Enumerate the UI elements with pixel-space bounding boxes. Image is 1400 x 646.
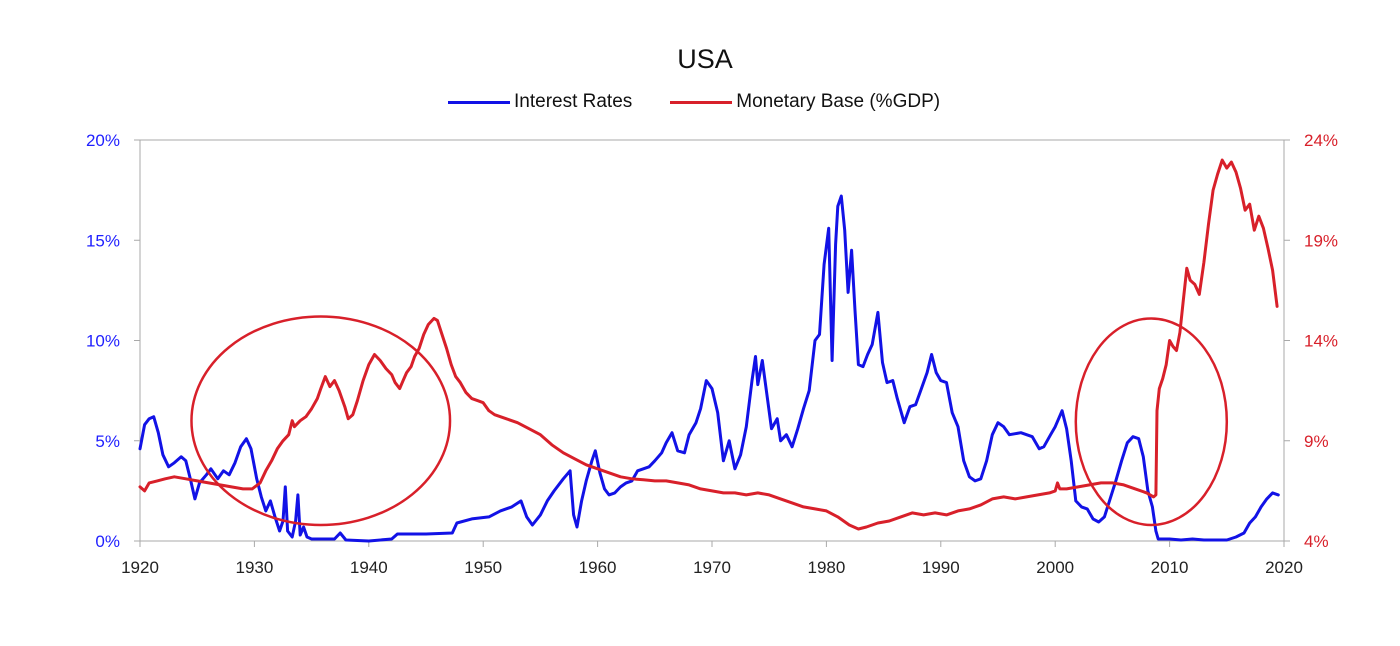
x-tick-label: 1940 (350, 558, 388, 577)
legend-item-monetary-base: Monetary Base (%GDP) (670, 91, 940, 113)
legend-swatch-interest-rates (448, 100, 510, 104)
series-line-interest-rates (138, 194, 1280, 543)
y-left-tick-label: 15% (86, 231, 120, 250)
chart-title: USA (677, 44, 733, 74)
legend-label-monetary-base: Monetary Base (%GDP) (736, 91, 941, 112)
y-right-tick-label: 19% (1304, 231, 1338, 250)
x-tick-label: 1920 (121, 558, 159, 577)
y-right-tick-label: 9% (1304, 432, 1329, 451)
x-tick-label: 1960 (579, 558, 617, 577)
y-left-tick-label: 0% (95, 532, 120, 551)
series-line-monetary-base (138, 158, 1279, 531)
annotation-ellipse-1 (190, 315, 452, 527)
legend-item-interest-rates: Interest Rates (448, 91, 632, 113)
x-tick-label: 2010 (1151, 558, 1189, 577)
y-right-tick-label: 24% (1304, 131, 1338, 150)
y-left-tick-label: 5% (95, 432, 120, 451)
x-tick-label: 1950 (464, 558, 502, 577)
annotation-ellipse-2 (1074, 317, 1229, 527)
x-tick-label: 1990 (922, 558, 960, 577)
legend-swatch-monetary-base (670, 100, 733, 104)
y-left-tick-label: 10% (86, 332, 120, 351)
x-tick-label: 1930 (235, 558, 273, 577)
plot-frame (139, 139, 1285, 542)
y-left-tick-label: 20% (86, 131, 120, 150)
legend: Interest Rates Monetary Base (%GDP) (448, 88, 978, 116)
y-right-tick-label: 4% (1304, 532, 1329, 551)
legend-label-interest-rates: Interest Rates (514, 91, 633, 112)
x-tick-label: 1970 (693, 558, 731, 577)
y-right-tick-label: 14% (1304, 332, 1338, 351)
x-tick-label: 2000 (1036, 558, 1074, 577)
x-tick-label: 2020 (1265, 558, 1303, 577)
x-tick-label: 1980 (807, 558, 845, 577)
